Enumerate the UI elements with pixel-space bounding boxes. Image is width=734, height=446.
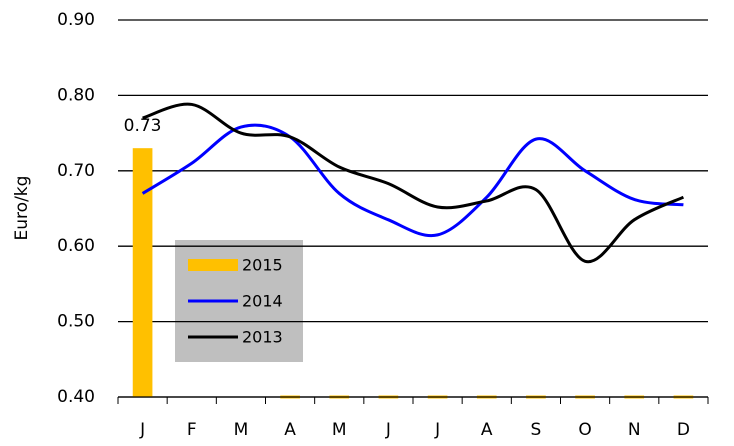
bar [132, 148, 153, 397]
legend-label: 2013 [242, 328, 283, 347]
legend-label: 2015 [242, 256, 283, 275]
y-tick-label: 0.80 [57, 85, 95, 105]
x-tick-label: D [677, 420, 690, 440]
y-tick-label: 0.70 [57, 161, 95, 181]
y-tick-label: 0.40 [57, 387, 95, 407]
x-tick-label: J [139, 420, 145, 440]
x-tick-label: A [481, 420, 493, 440]
line [141, 123, 684, 238]
y-tick-label: 0.60 [57, 236, 95, 256]
y-tick-label: 0.90 [57, 10, 95, 30]
x-tick-label: A [284, 420, 296, 440]
x-tick-label: J [434, 420, 440, 440]
x-tick-label: O [578, 420, 591, 440]
x-tick-label: F [187, 420, 197, 440]
x-tick-label: N [628, 420, 641, 440]
x-tick-label: M [234, 420, 249, 440]
x-tick-label: S [531, 420, 542, 440]
legend-label: 2014 [242, 292, 283, 311]
line [142, 102, 685, 264]
y-tick-label: 0.50 [57, 312, 95, 332]
x-tick-label: J [385, 420, 391, 440]
x-tick-label: M [332, 420, 347, 440]
y-axis-label: Euro/kg [12, 176, 32, 241]
value-label: 0.73 [124, 116, 162, 136]
